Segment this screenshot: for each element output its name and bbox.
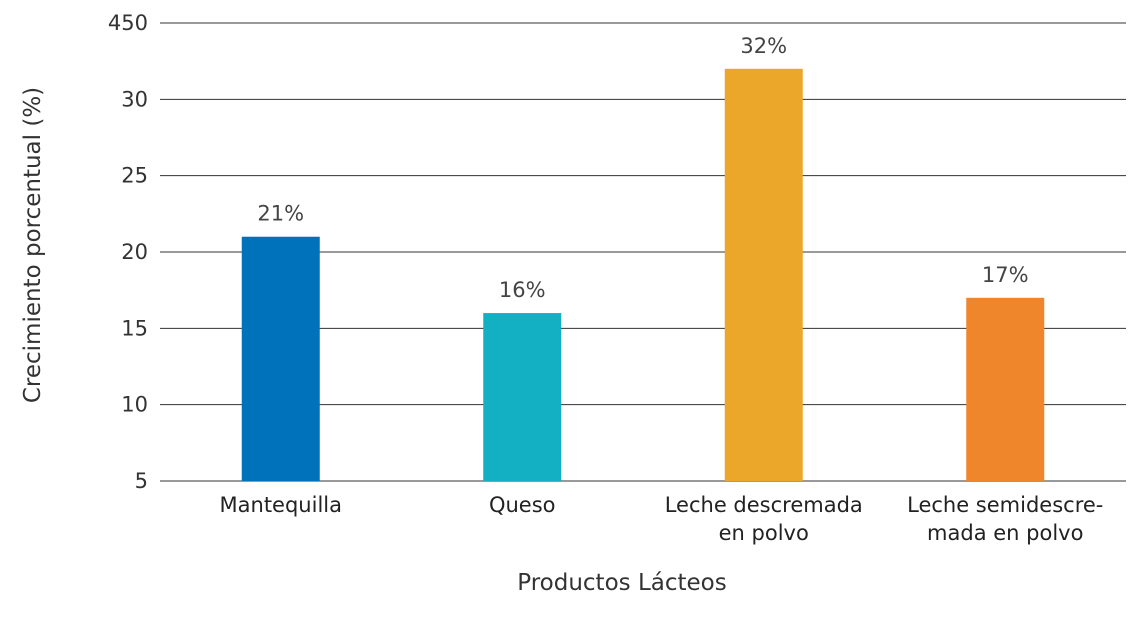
bar-3 — [966, 297, 1045, 481]
data-label-2: 32% — [740, 34, 787, 58]
y-tick-label-3: 20 — [121, 240, 148, 264]
category-label-line: Mantequilla — [220, 493, 342, 517]
y-tick-label-4: 25 — [121, 164, 148, 188]
data-label-1: 16% — [499, 278, 546, 302]
y-tick-label-0: 5 — [135, 469, 148, 493]
bar-2 — [724, 68, 803, 482]
data-label-3: 17% — [982, 263, 1029, 287]
x-axis-title: Productos Lácteos — [517, 570, 726, 596]
category-label-1: Queso — [489, 493, 556, 517]
x-axis-categories: Mantequilla Queso Leche descremada en polvo… — [220, 493, 1104, 545]
bar-0 — [241, 236, 320, 481]
category-label-line: Queso — [489, 493, 556, 517]
gridlines — [160, 22, 1126, 482]
category-label-3: Leche semidescre-mada en polvo — [907, 493, 1103, 545]
category-label-line: en polvo — [719, 521, 809, 545]
y-tick-label-1: 10 — [121, 393, 148, 417]
y-axis-ticks: 5 10 15 20 25 30 450 — [108, 11, 148, 493]
y-tick-label-6: 450 — [108, 11, 148, 35]
y-tick-label-2: 15 — [121, 316, 148, 340]
bar-1 — [483, 313, 562, 481]
category-label-line: mada en polvo — [927, 521, 1083, 545]
y-tick-label-5: 30 — [121, 87, 148, 111]
category-label-line: Leche descremada — [665, 493, 863, 517]
y-axis-title: Crecimiento porcentual (%) — [20, 87, 46, 403]
category-label-0: Mantequilla — [220, 493, 342, 517]
data-label-0: 21% — [257, 202, 304, 226]
bars — [241, 68, 1045, 482]
category-label-2: Leche descremada en polvo — [665, 493, 863, 545]
category-label-line: Leche semidescre- — [907, 493, 1103, 517]
data-labels: 21% 16% 32% 17% — [257, 34, 1028, 302]
